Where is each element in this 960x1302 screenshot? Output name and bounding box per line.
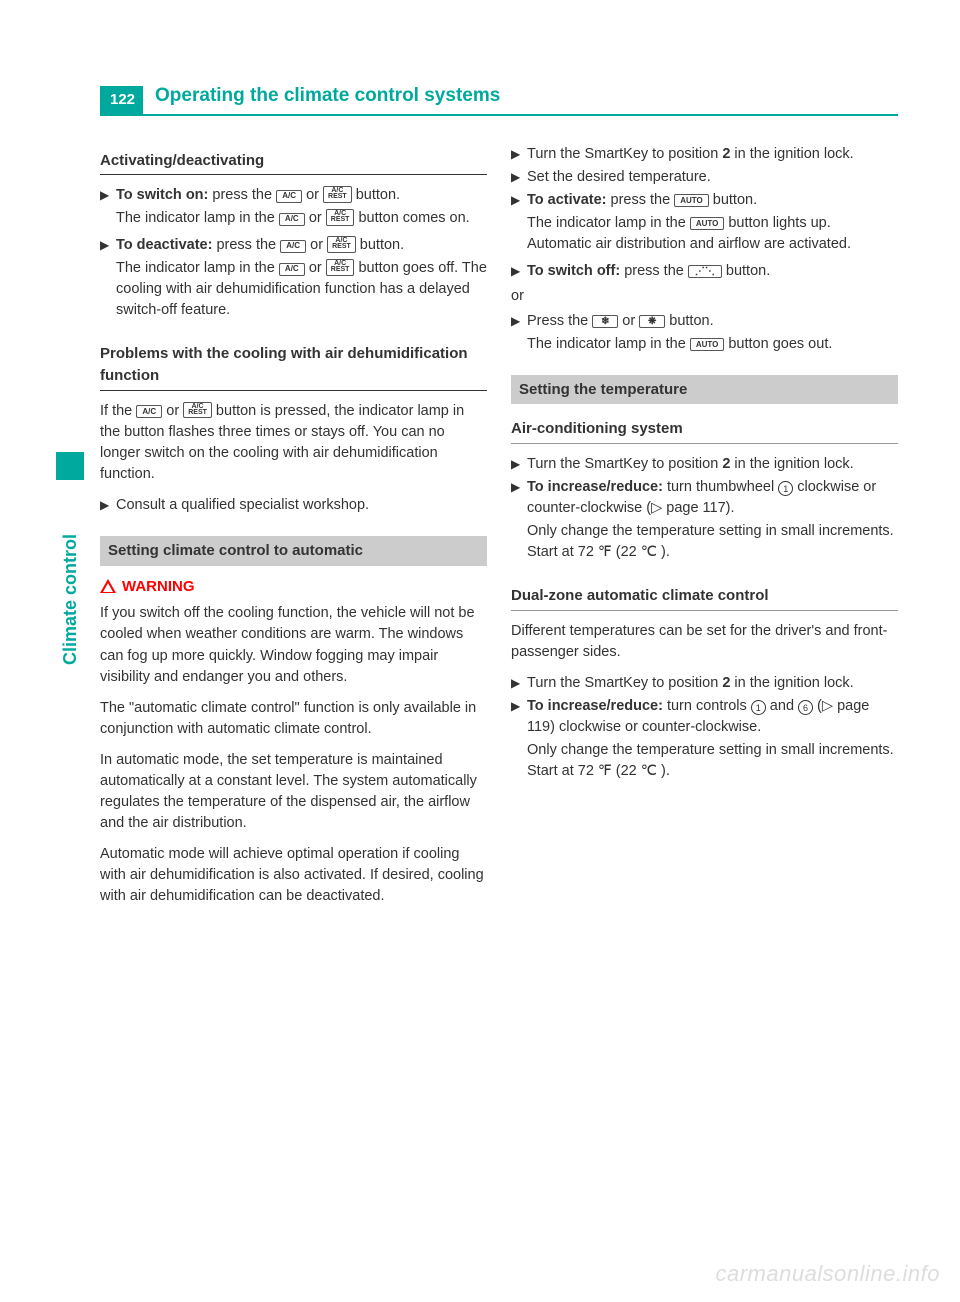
chapter-title: Operating the climate control systems	[155, 82, 500, 110]
ac-rest-icon: A/CREST	[326, 209, 355, 226]
bullet-smartkey: ▶ Turn the SmartKey to position 2 in the…	[511, 144, 898, 165]
heading-dual-zone: Dual-zone automatic climate control	[511, 585, 898, 611]
watermark: carmanualsonline.info	[715, 1258, 940, 1290]
bullet-activate: ▶ To activate: press the AUTO button.	[511, 190, 898, 211]
fan-icon: ❋	[639, 315, 665, 328]
heading-air-cond: Air-conditioning system	[511, 418, 898, 444]
bullet-dual-smartkey: ▶ Turn the SmartKey to position 2 in the…	[511, 673, 898, 694]
bullet-text: To activate: press the AUTO button.	[527, 190, 898, 211]
warning-heading: WARNING	[100, 576, 487, 598]
bullet-marker: ▶	[511, 454, 527, 475]
ac-icon: A/C	[279, 213, 305, 226]
bullet-switch-on: ▶ To switch on: press the A/C or A/CREST…	[100, 185, 487, 206]
auto-paragraph-3: Automatic mode will achieve optimal oper…	[100, 844, 487, 907]
air-dist-icon: ⋰⋱	[688, 265, 722, 278]
ac-icon: A/C	[136, 405, 162, 418]
ac-icon: A/C	[279, 263, 305, 276]
ac-rest-icon: A/CREST	[183, 402, 212, 419]
bullet-marker: ▶	[511, 167, 527, 188]
bullet-marker: ▶	[100, 235, 116, 256]
indent-text: The indicator lamp in the AUTO button go…	[527, 334, 898, 355]
heading-setting-auto: Setting climate control to automatic	[100, 536, 487, 566]
auto-icon: AUTO	[674, 194, 709, 207]
bullet-text: Turn the SmartKey to position 2 in the i…	[527, 454, 898, 475]
content-columns: Activating/deactivating ▶ To switch on: …	[100, 144, 898, 917]
bullet-text: To switch off: press the ⋰⋱ button.	[527, 261, 898, 282]
bullet-marker: ▶	[511, 477, 527, 519]
bullet-ac-smartkey: ▶ Turn the SmartKey to position 2 in the…	[511, 454, 898, 475]
indent-text: The indicator lamp in the AUTO button li…	[527, 213, 898, 255]
bullet-text: To increase/reduce: turn thumbwheel 1 cl…	[527, 477, 898, 519]
indent-text: The indicator lamp in the A/C or A/CREST…	[116, 208, 487, 229]
bold-lead: To switch on:	[116, 187, 208, 203]
bullet-text: To switch on: press the A/C or A/CREST b…	[116, 185, 487, 206]
bullet-marker: ▶	[511, 311, 527, 332]
auto-paragraph-1: The "automatic climate control" function…	[100, 698, 487, 740]
bullet-marker: ▶	[511, 190, 527, 211]
bold-lead: To deactivate:	[116, 237, 212, 253]
ac-rest-icon: A/CREST	[326, 259, 355, 276]
bullet-ac-increase: ▶ To increase/reduce: turn thumbwheel 1 …	[511, 477, 898, 519]
bullet-text: To increase/reduce: turn controls 1 and …	[527, 696, 898, 738]
page-number: 122	[100, 86, 143, 114]
bullet-text: Consult a qualified specialist workshop.	[116, 495, 487, 516]
heading-problems: Problems with the cooling with air dehum…	[100, 343, 487, 391]
bullet-set-temp: ▶ Set the desired temperature.	[511, 167, 898, 188]
ac-rest-icon: A/CREST	[327, 236, 356, 253]
or-text: or	[511, 286, 898, 307]
indent-text: The indicator lamp in the A/C or A/CREST…	[116, 258, 487, 321]
circled-1-icon: 1	[778, 481, 793, 496]
heading-activating: Activating/deactivating	[100, 150, 487, 176]
bullet-marker: ▶	[100, 185, 116, 206]
indent-text: Only change the temperature setting in s…	[527, 740, 898, 782]
dual-paragraph: Different temperatures can be set for th…	[511, 621, 898, 663]
left-column: Activating/deactivating ▶ To switch on: …	[100, 144, 487, 917]
warning-icon	[100, 579, 116, 593]
page-header: 122 Operating the climate control system…	[100, 82, 898, 116]
bullet-switch-off: ▶ To switch off: press the ⋰⋱ button.	[511, 261, 898, 282]
ac-icon: A/C	[280, 240, 306, 253]
ac-rest-icon: A/CREST	[323, 186, 352, 203]
side-tab	[56, 452, 84, 480]
right-column: ▶ Turn the SmartKey to position 2 in the…	[511, 144, 898, 917]
bullet-press: ▶ Press the ❄ or ❋ button.	[511, 311, 898, 332]
indent-text: Only change the temperature setting in s…	[527, 521, 898, 563]
heading-set-temp: Setting the temperature	[511, 375, 898, 405]
bullet-text: To deactivate: press the A/C or A/CREST …	[116, 235, 487, 256]
ac-icon: A/C	[276, 190, 302, 203]
bullet-marker: ▶	[511, 144, 527, 165]
bullet-marker: ▶	[511, 673, 527, 694]
circled-6-icon: 6	[798, 700, 813, 715]
auto-paragraph-2: In automatic mode, the set temperature i…	[100, 750, 487, 834]
circled-1-icon: 1	[751, 700, 766, 715]
bullet-text: Turn the SmartKey to position 2 in the i…	[527, 144, 898, 165]
bullet-marker: ▶	[511, 696, 527, 738]
manual-page: 122 Operating the climate control system…	[0, 0, 960, 957]
bullet-text: Set the desired temperature.	[527, 167, 898, 188]
bullet-text: Turn the SmartKey to position 2 in the i…	[527, 673, 898, 694]
snowflake-icon: ❄	[592, 315, 618, 328]
bullet-deactivate: ▶ To deactivate: press the A/C or A/CRES…	[100, 235, 487, 256]
bullet-consult: ▶ Consult a qualified specialist worksho…	[100, 495, 487, 516]
auto-icon: AUTO	[690, 338, 725, 351]
bullet-dual-increase: ▶ To increase/reduce: turn controls 1 an…	[511, 696, 898, 738]
bullet-marker: ▶	[100, 495, 116, 516]
bullet-text: Press the ❄ or ❋ button.	[527, 311, 898, 332]
bullet-marker: ▶	[511, 261, 527, 282]
problems-paragraph: If the A/C or A/CREST button is pressed,…	[100, 401, 487, 485]
side-label: Climate control	[57, 534, 83, 665]
auto-icon: AUTO	[690, 217, 725, 230]
warning-text: If you switch off the cooling function, …	[100, 603, 487, 687]
